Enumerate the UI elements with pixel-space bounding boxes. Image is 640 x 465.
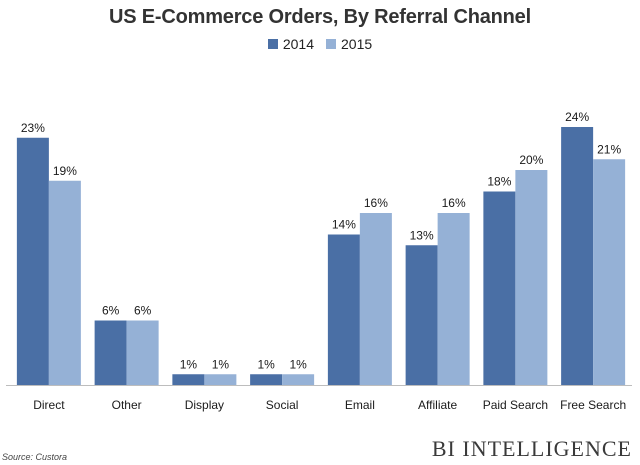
data-label-2014-display: 1%	[180, 357, 198, 371]
x-tick-label-email: Email	[345, 398, 375, 412]
legend: 2014 2015	[0, 36, 640, 52]
x-tick-label-paid-search: Paid Search	[483, 398, 548, 412]
bar-2015-direct	[48, 180, 81, 385]
legend-swatch-2014	[267, 39, 278, 49]
x-tick-label-other: Other	[112, 398, 142, 412]
x-tick-label-free-search: Free Search	[560, 398, 626, 412]
legend-swatch-2015	[326, 39, 336, 49]
bar-2015-email	[359, 213, 392, 385]
data-label-2014-email: 14%	[332, 218, 356, 232]
brand-logo: BI INTELLIGENCE	[431, 436, 632, 461]
data-label-2014-social: 1%	[257, 357, 275, 371]
data-label-2014-paid-search: 18%	[487, 175, 511, 189]
bar-2014-paid-search	[483, 191, 516, 385]
bar-2015-social	[282, 374, 315, 385]
x-tick-label-direct: Direct	[33, 398, 65, 412]
data-label-2015-email: 16%	[364, 196, 388, 210]
x-tick-label-social: Social	[266, 398, 299, 412]
bar-2014-email	[327, 234, 360, 385]
bar-2014-display	[172, 374, 205, 385]
data-label-2014-direct: 23%	[21, 121, 45, 135]
data-label-2014-other: 6%	[102, 304, 120, 318]
bar-2014-other	[94, 320, 127, 385]
bar-2014-affiliate	[405, 245, 438, 385]
bar-2015-display	[204, 374, 237, 385]
data-label-2015-paid-search: 20%	[519, 153, 543, 167]
bar-2015-free-search	[593, 159, 626, 385]
legend-item-2014: 2014	[267, 36, 314, 52]
data-label-2015-social: 1%	[289, 357, 307, 371]
data-label-2014-affiliate: 13%	[410, 228, 434, 242]
bar-2015-affiliate	[437, 213, 470, 385]
x-tick-label-display: Display	[185, 398, 224, 412]
bar-2014-social	[250, 374, 283, 385]
legend-label-2015: 2015	[341, 36, 373, 52]
bar-2014-free-search	[561, 127, 594, 385]
bar-2015-paid-search	[515, 170, 548, 385]
data-label-2014-free-search: 24%	[565, 110, 589, 124]
data-label-2015-direct: 19%	[53, 164, 77, 178]
source-note: Source: Custora	[2, 452, 68, 462]
chart-title: US E-Commerce Orders, By Referral Channe…	[109, 6, 531, 28]
data-label-2015-affiliate: 16%	[442, 196, 466, 210]
data-label-2015-display: 1%	[212, 357, 230, 371]
x-tick-label-affiliate: Affiliate	[418, 398, 457, 412]
bar-2014-direct	[16, 137, 49, 385]
bar-2015-other	[126, 320, 159, 385]
data-label-2015-free-search: 21%	[597, 142, 621, 156]
data-label-2015-other: 6%	[134, 304, 152, 318]
legend-item-2015: 2015	[326, 36, 372, 52]
legend-label-2014: 2014	[282, 36, 314, 52]
